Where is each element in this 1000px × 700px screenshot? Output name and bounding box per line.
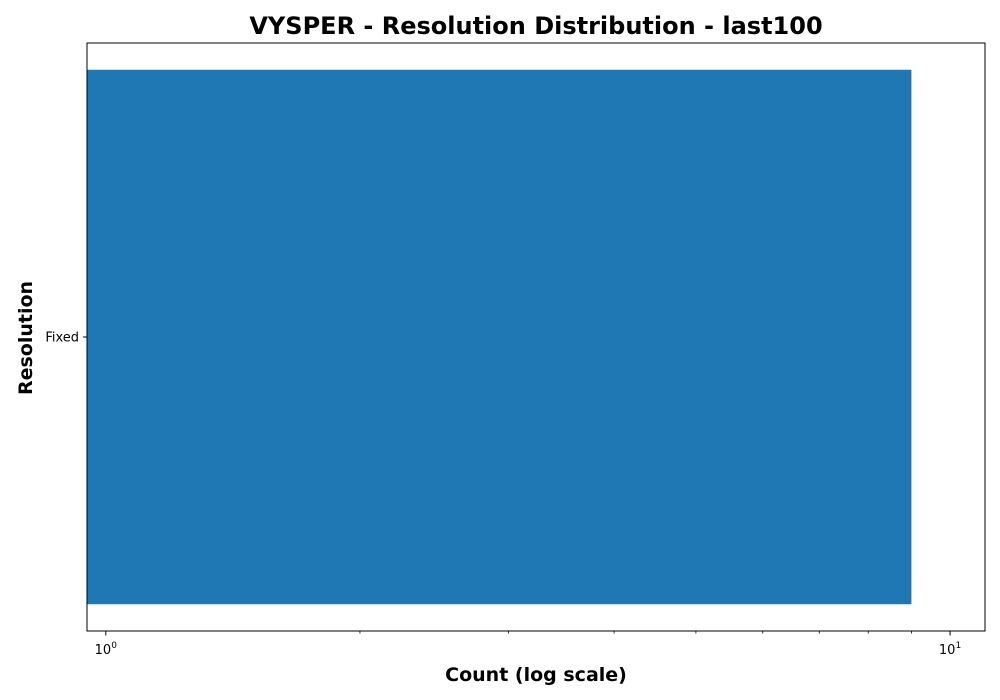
bar-fixed — [87, 69, 912, 605]
plot-area: Fixed 100 101 — [45, 42, 986, 658]
y-tick-label: Fixed — [45, 331, 79, 346]
x-axis-label: Count (log scale) — [445, 664, 627, 686]
chart-title: VYSPER - Resolution Distribution - last1… — [249, 12, 822, 40]
x-tick-label: 101 — [939, 641, 961, 658]
axes-frame — [86, 42, 986, 632]
y-axis-label: Resolution — [15, 281, 37, 395]
x-tick-label: 100 — [95, 641, 118, 658]
